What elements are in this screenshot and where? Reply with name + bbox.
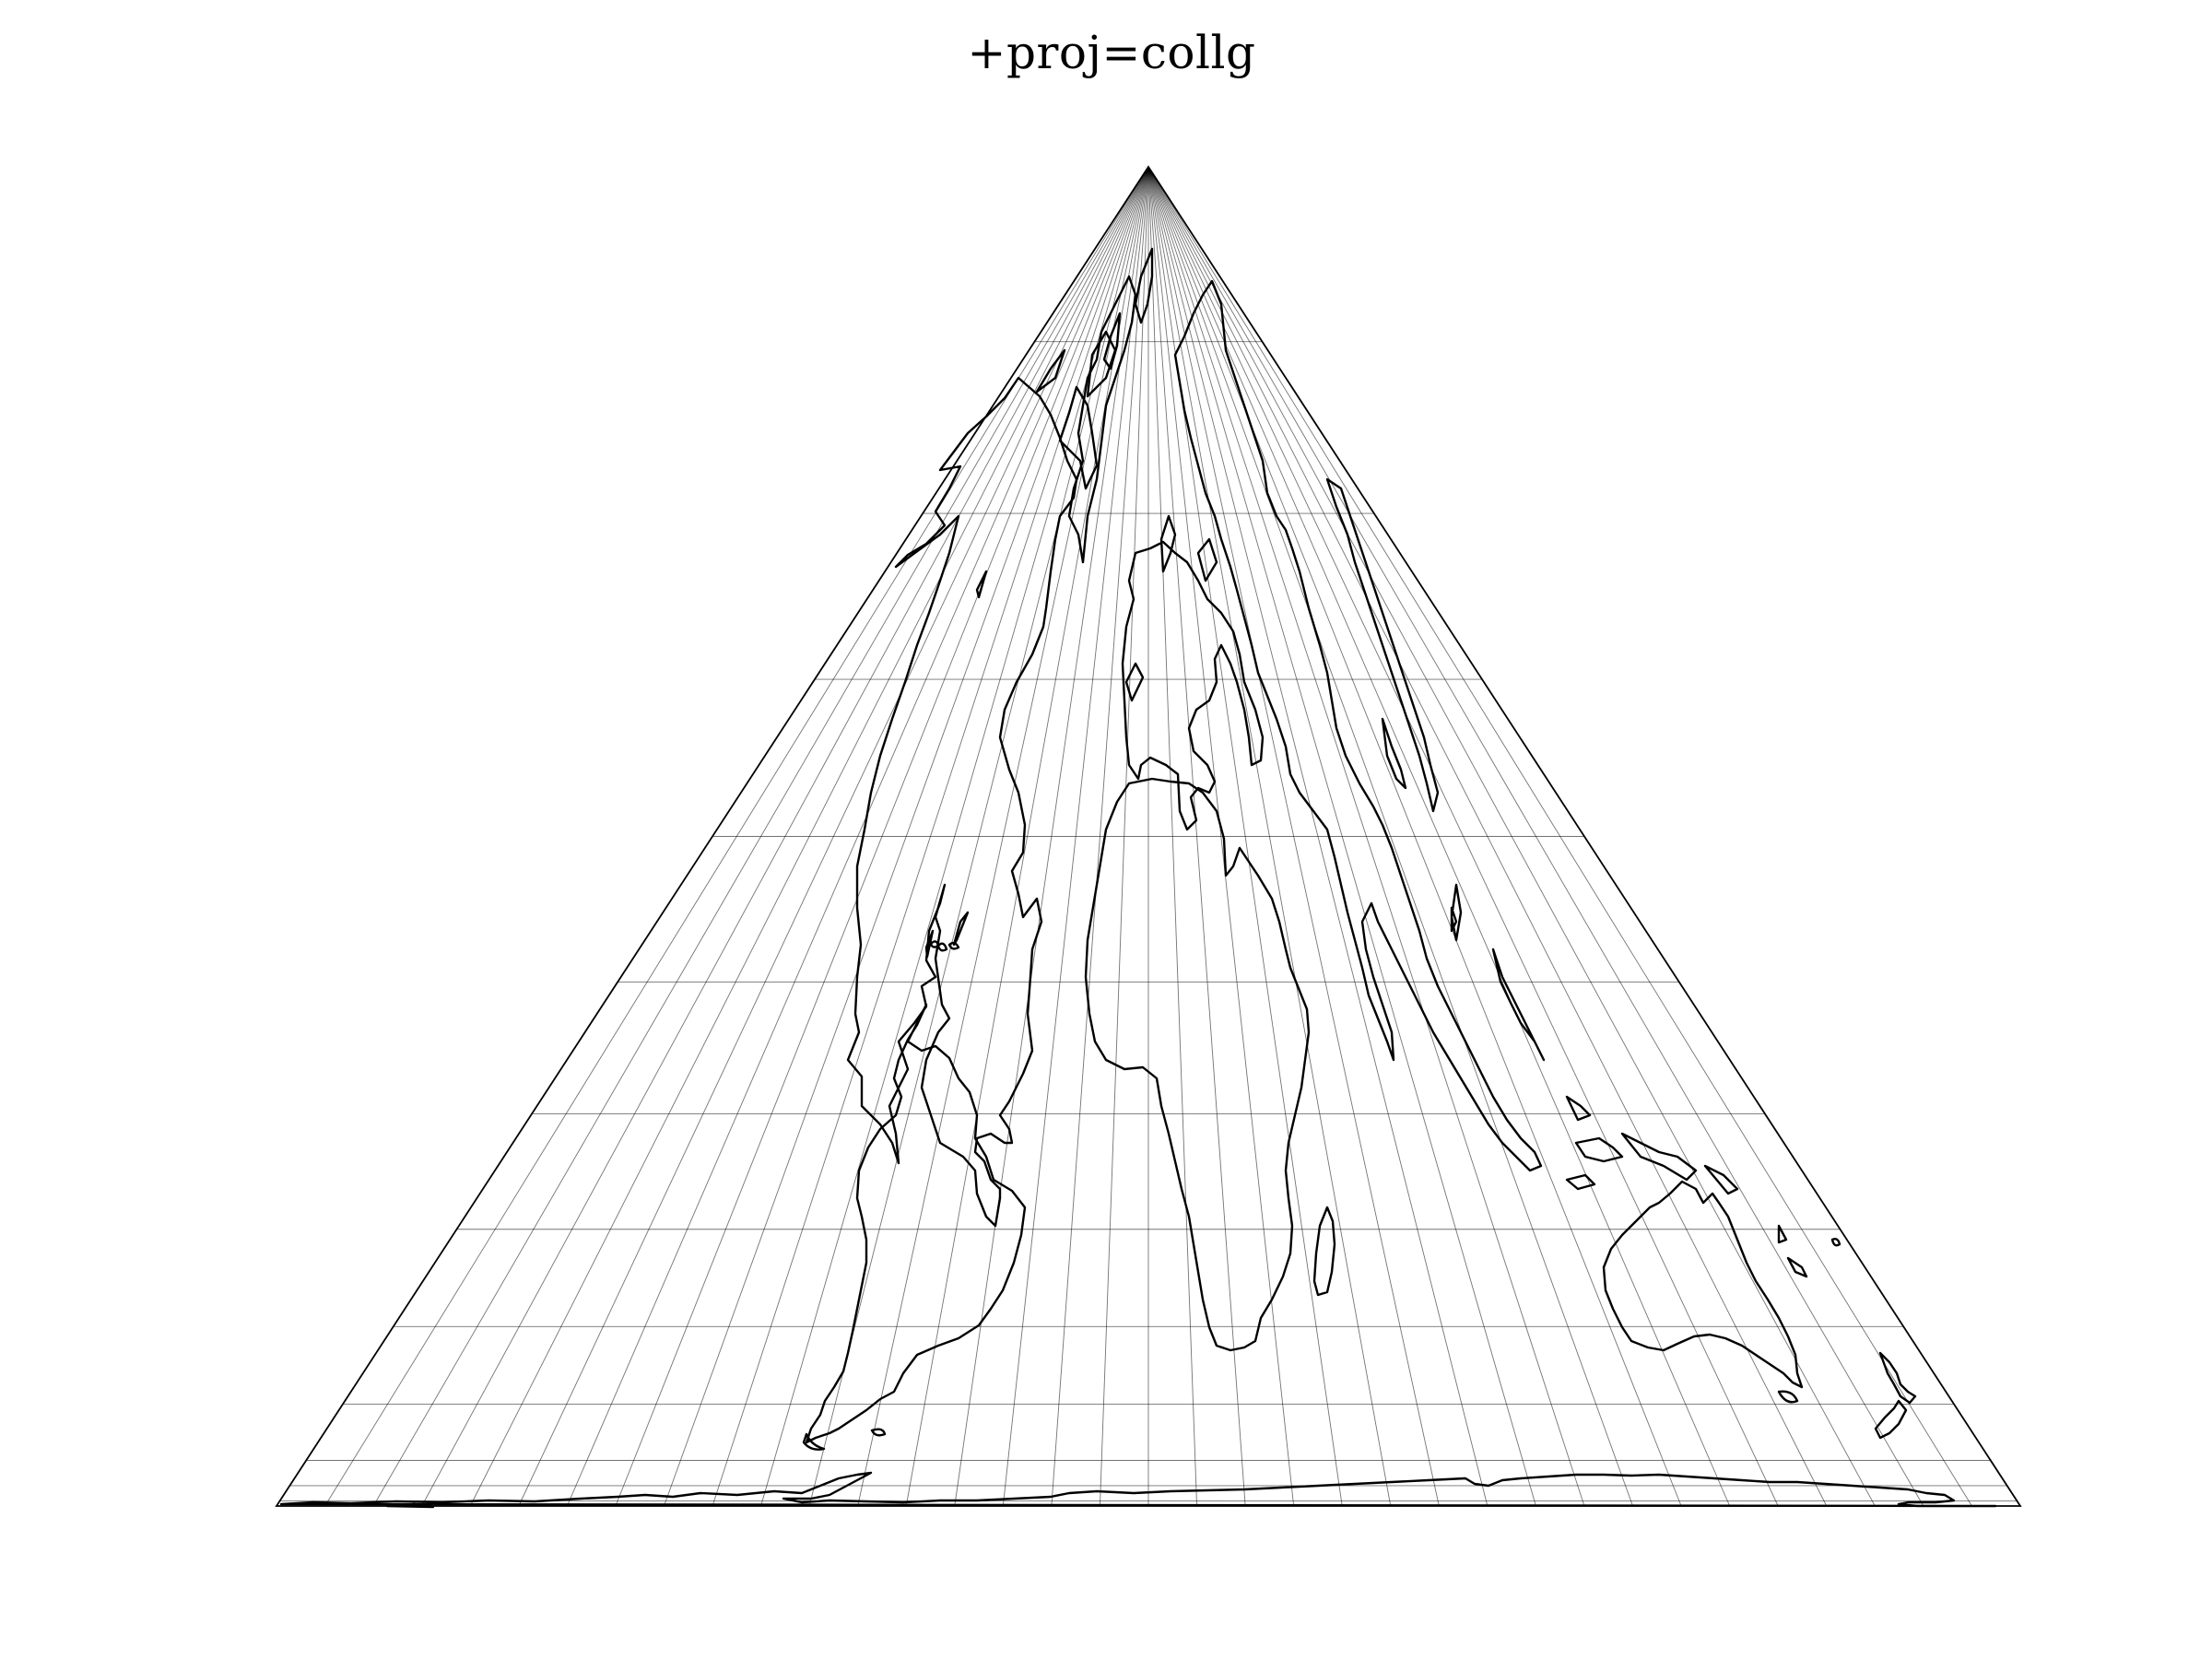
map-boundary — [275, 165, 2022, 1507]
coastlines — [279, 247, 1997, 1509]
south-america-coastline — [802, 1003, 1027, 1451]
africa-coastline — [1084, 777, 1311, 1352]
new-zealand-coastline — [1874, 1351, 1917, 1440]
asia-coastline — [1173, 279, 1543, 1172]
europe-coastline — [1121, 514, 1265, 831]
north-america-islands — [924, 330, 1117, 959]
antarctica-coastline — [279, 1471, 1997, 1509]
north-america-coastline — [846, 376, 1078, 1228]
madagascar-coastline — [1312, 1206, 1336, 1297]
map-frame — [275, 165, 2022, 1507]
graticule — [276, 166, 2021, 1507]
asia-islands — [1325, 477, 1841, 1278]
map-title: +proj=collg — [967, 26, 1256, 79]
australia-coastline — [1602, 1180, 1804, 1404]
greenland-coastline — [1067, 247, 1154, 564]
